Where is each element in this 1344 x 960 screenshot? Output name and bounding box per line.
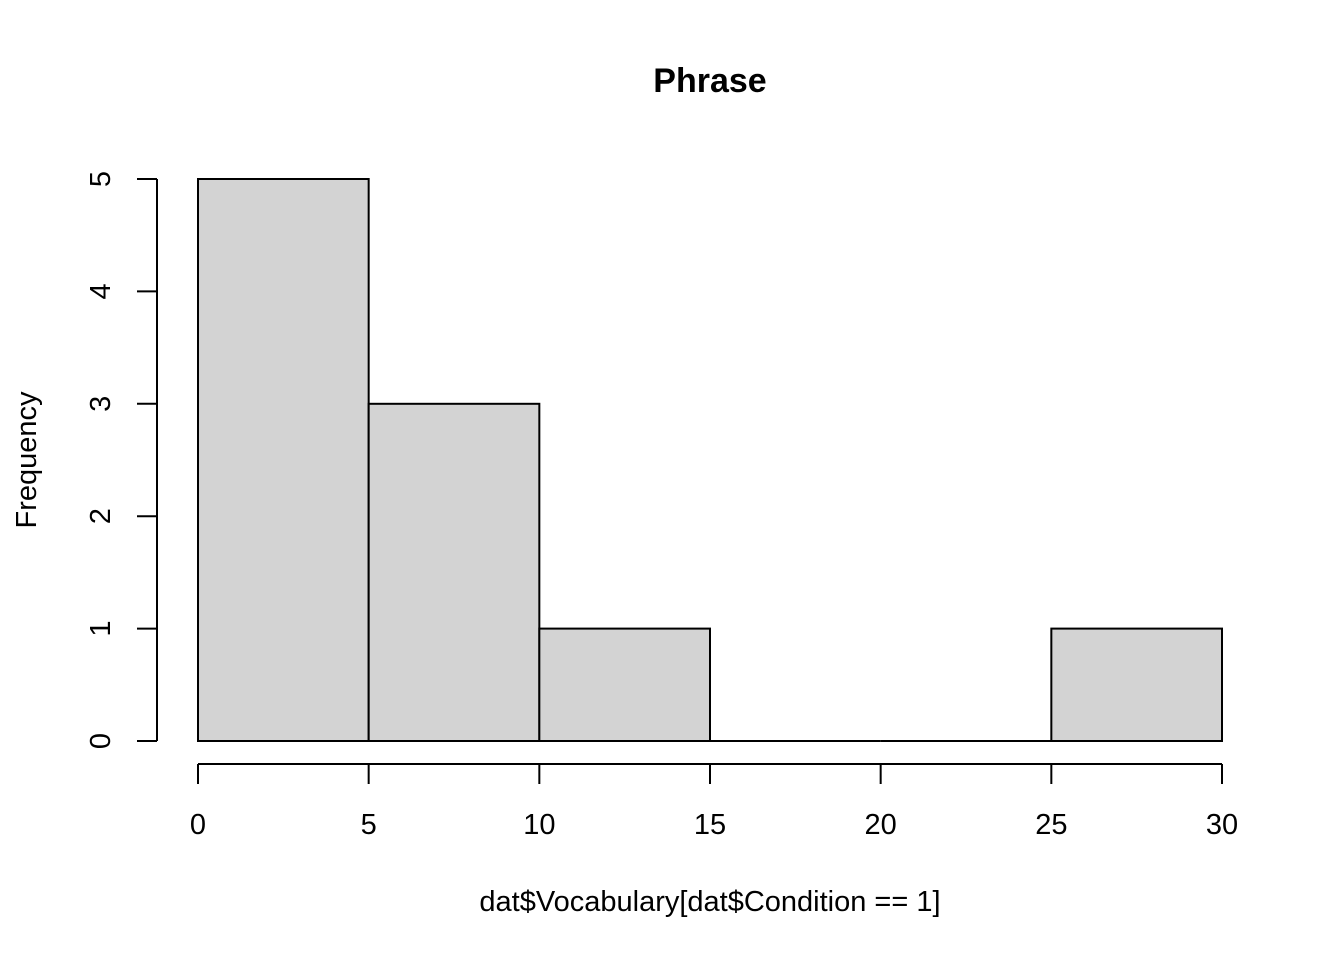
x-axis-label: dat$Vocabulary[dat$Condition == 1] — [479, 886, 940, 918]
histogram-bar-1 — [367, 402, 541, 742]
y-tick-label-3: 3 — [85, 396, 117, 412]
x-tick-label-2: 10 — [523, 809, 555, 841]
y-tick-label-4: 4 — [85, 283, 117, 299]
x-tick-label-3: 15 — [694, 809, 726, 841]
chart-title: Phrase — [653, 62, 766, 100]
y-axis-label: Frequency — [11, 391, 43, 529]
x-tick-label-6: 30 — [1206, 809, 1238, 841]
histogram-bar-2 — [538, 627, 711, 742]
x-tick-label-1: 5 — [361, 809, 377, 841]
y-tick-label-2: 2 — [85, 508, 117, 524]
y-axis: 0 1 2 3 4 5 — [85, 171, 158, 749]
y-tick-label-0: 0 — [85, 733, 117, 749]
bars-layer — [197, 178, 1224, 742]
histogram-bar-5 — [1050, 627, 1224, 742]
x-tick-label-4: 20 — [865, 809, 897, 841]
histogram-bar-0 — [197, 178, 370, 742]
x-tick-label-5: 25 — [1035, 809, 1067, 841]
y-tick-label-5: 5 — [85, 171, 117, 187]
x-axis: 0 5 10 15 20 25 30 — [190, 763, 1238, 841]
x-tick-label-0: 0 — [190, 809, 206, 841]
y-tick-label-1: 1 — [85, 621, 117, 637]
